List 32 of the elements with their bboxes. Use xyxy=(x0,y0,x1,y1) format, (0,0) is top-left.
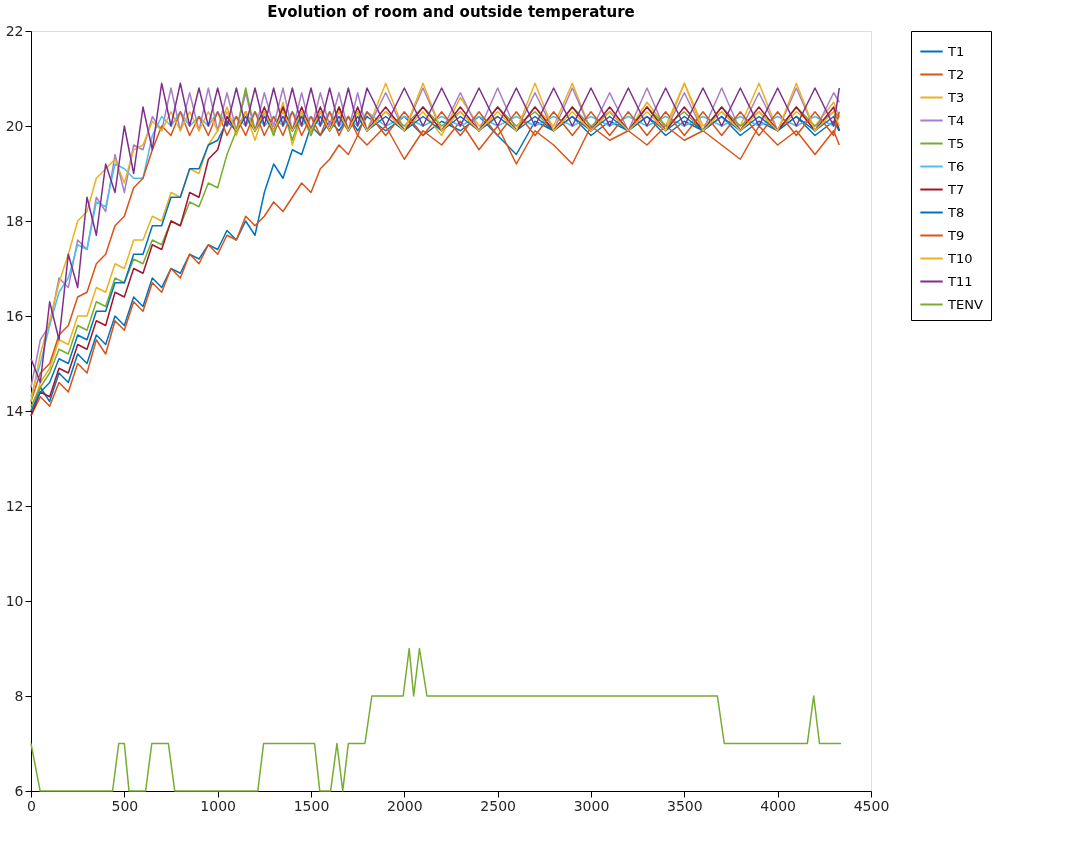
x-tick-label: 4500 xyxy=(853,797,890,814)
y-tick-label: 16 xyxy=(5,307,24,324)
y-tick-label: 10 xyxy=(5,592,24,609)
legend-label: T2 xyxy=(947,66,965,82)
legend-label: T6 xyxy=(947,158,965,174)
legend-label: T9 xyxy=(947,227,965,243)
legend-label: T11 xyxy=(947,273,973,289)
x-tick-label: 1000 xyxy=(200,797,236,814)
legend-label: TENV xyxy=(947,296,983,312)
x-tick-label: 1500 xyxy=(293,797,330,814)
y-tick-label: 12 xyxy=(5,497,24,514)
y-tick-label: 22 xyxy=(5,22,24,39)
y-tick-label: 14 xyxy=(5,402,24,419)
y-tick-label: 20 xyxy=(5,117,24,134)
legend-label: T7 xyxy=(947,181,965,197)
x-tick-label: 2500 xyxy=(480,797,516,814)
legend-label: T8 xyxy=(947,204,965,220)
legend-label: T5 xyxy=(947,135,965,151)
x-tick-label: 3000 xyxy=(573,797,610,814)
x-tick-label: 2000 xyxy=(387,797,423,814)
y-tick-label: 18 xyxy=(5,212,24,229)
x-tick-label: 0 xyxy=(27,797,36,814)
legend-label: T3 xyxy=(947,89,965,105)
legend-label: T10 xyxy=(947,250,973,266)
chart-title: Evolution of room and outside temperature xyxy=(267,3,635,21)
y-tick-label: 6 xyxy=(14,782,24,799)
x-tick-label: 500 xyxy=(111,797,139,814)
x-tick-label: 3500 xyxy=(667,797,703,814)
legend-label: T1 xyxy=(947,43,965,59)
y-tick-label: 8 xyxy=(14,687,24,704)
legend-label: T4 xyxy=(947,112,965,128)
x-tick-label: 4000 xyxy=(760,797,796,814)
